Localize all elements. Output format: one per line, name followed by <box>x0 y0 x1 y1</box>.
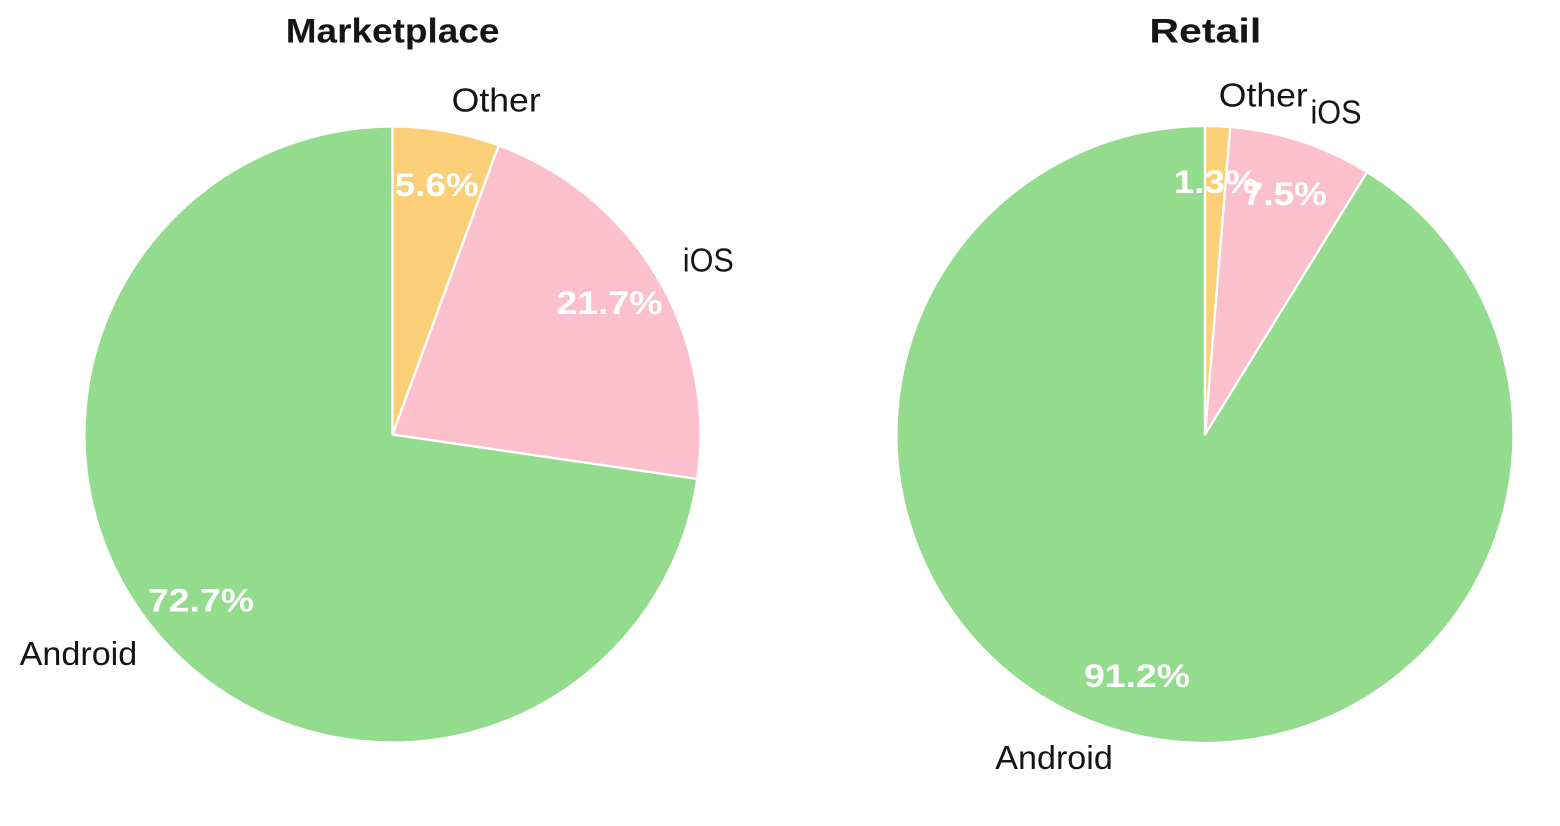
svg-text:Android: Android <box>20 635 138 672</box>
svg-text:Other: Other <box>1219 77 1308 114</box>
svg-text:72.7%: 72.7% <box>148 582 254 618</box>
svg-text:Android: Android <box>995 739 1113 776</box>
svg-text:1.3%: 1.3% <box>1174 164 1258 200</box>
svg-text:iOS: iOS <box>1311 93 1362 130</box>
svg-text:Retail: Retail <box>1149 13 1261 51</box>
svg-text:21.7%: 21.7% <box>557 285 663 321</box>
svg-text:iOS: iOS <box>683 242 734 279</box>
svg-text:Other: Other <box>452 82 541 119</box>
svg-text:5.6%: 5.6% <box>395 167 479 203</box>
svg-text:91.2%: 91.2% <box>1084 658 1190 694</box>
svg-text:Marketplace: Marketplace <box>286 13 500 51</box>
svg-text:7.5%: 7.5% <box>1243 176 1327 212</box>
